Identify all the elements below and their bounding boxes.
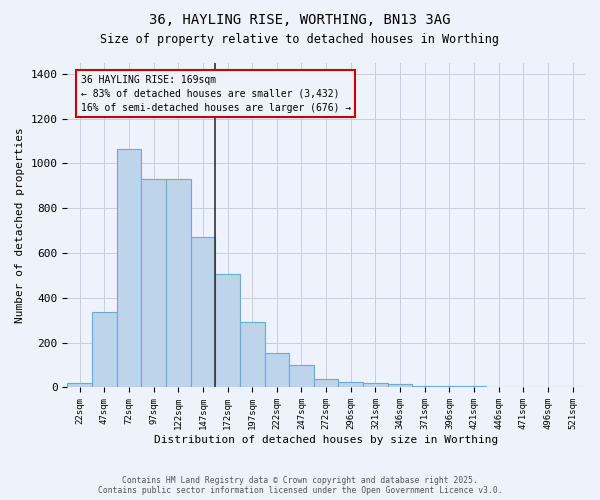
Bar xyxy=(363,383,388,388)
Bar xyxy=(437,386,462,388)
Bar xyxy=(265,352,289,388)
X-axis label: Distribution of detached houses by size in Worthing: Distribution of detached houses by size … xyxy=(154,435,498,445)
Bar xyxy=(240,322,265,388)
Text: 36, HAYLING RISE, WORTHING, BN13 3AG: 36, HAYLING RISE, WORTHING, BN13 3AG xyxy=(149,12,451,26)
Bar xyxy=(412,386,437,388)
Bar xyxy=(116,149,141,388)
Bar xyxy=(191,238,215,388)
Bar xyxy=(289,365,314,388)
Bar xyxy=(92,312,116,388)
Bar xyxy=(314,378,338,388)
Bar xyxy=(462,386,487,388)
Text: Size of property relative to detached houses in Worthing: Size of property relative to detached ho… xyxy=(101,32,499,46)
Text: 36 HAYLING RISE: 169sqm
← 83% of detached houses are smaller (3,432)
16% of semi: 36 HAYLING RISE: 169sqm ← 83% of detache… xyxy=(81,75,351,113)
Y-axis label: Number of detached properties: Number of detached properties xyxy=(15,127,25,323)
Bar xyxy=(67,383,92,388)
Bar xyxy=(388,384,412,388)
Text: Contains HM Land Registry data © Crown copyright and database right 2025.
Contai: Contains HM Land Registry data © Crown c… xyxy=(98,476,502,495)
Bar xyxy=(166,179,191,388)
Bar xyxy=(141,179,166,388)
Bar xyxy=(338,382,363,388)
Bar xyxy=(215,274,240,388)
